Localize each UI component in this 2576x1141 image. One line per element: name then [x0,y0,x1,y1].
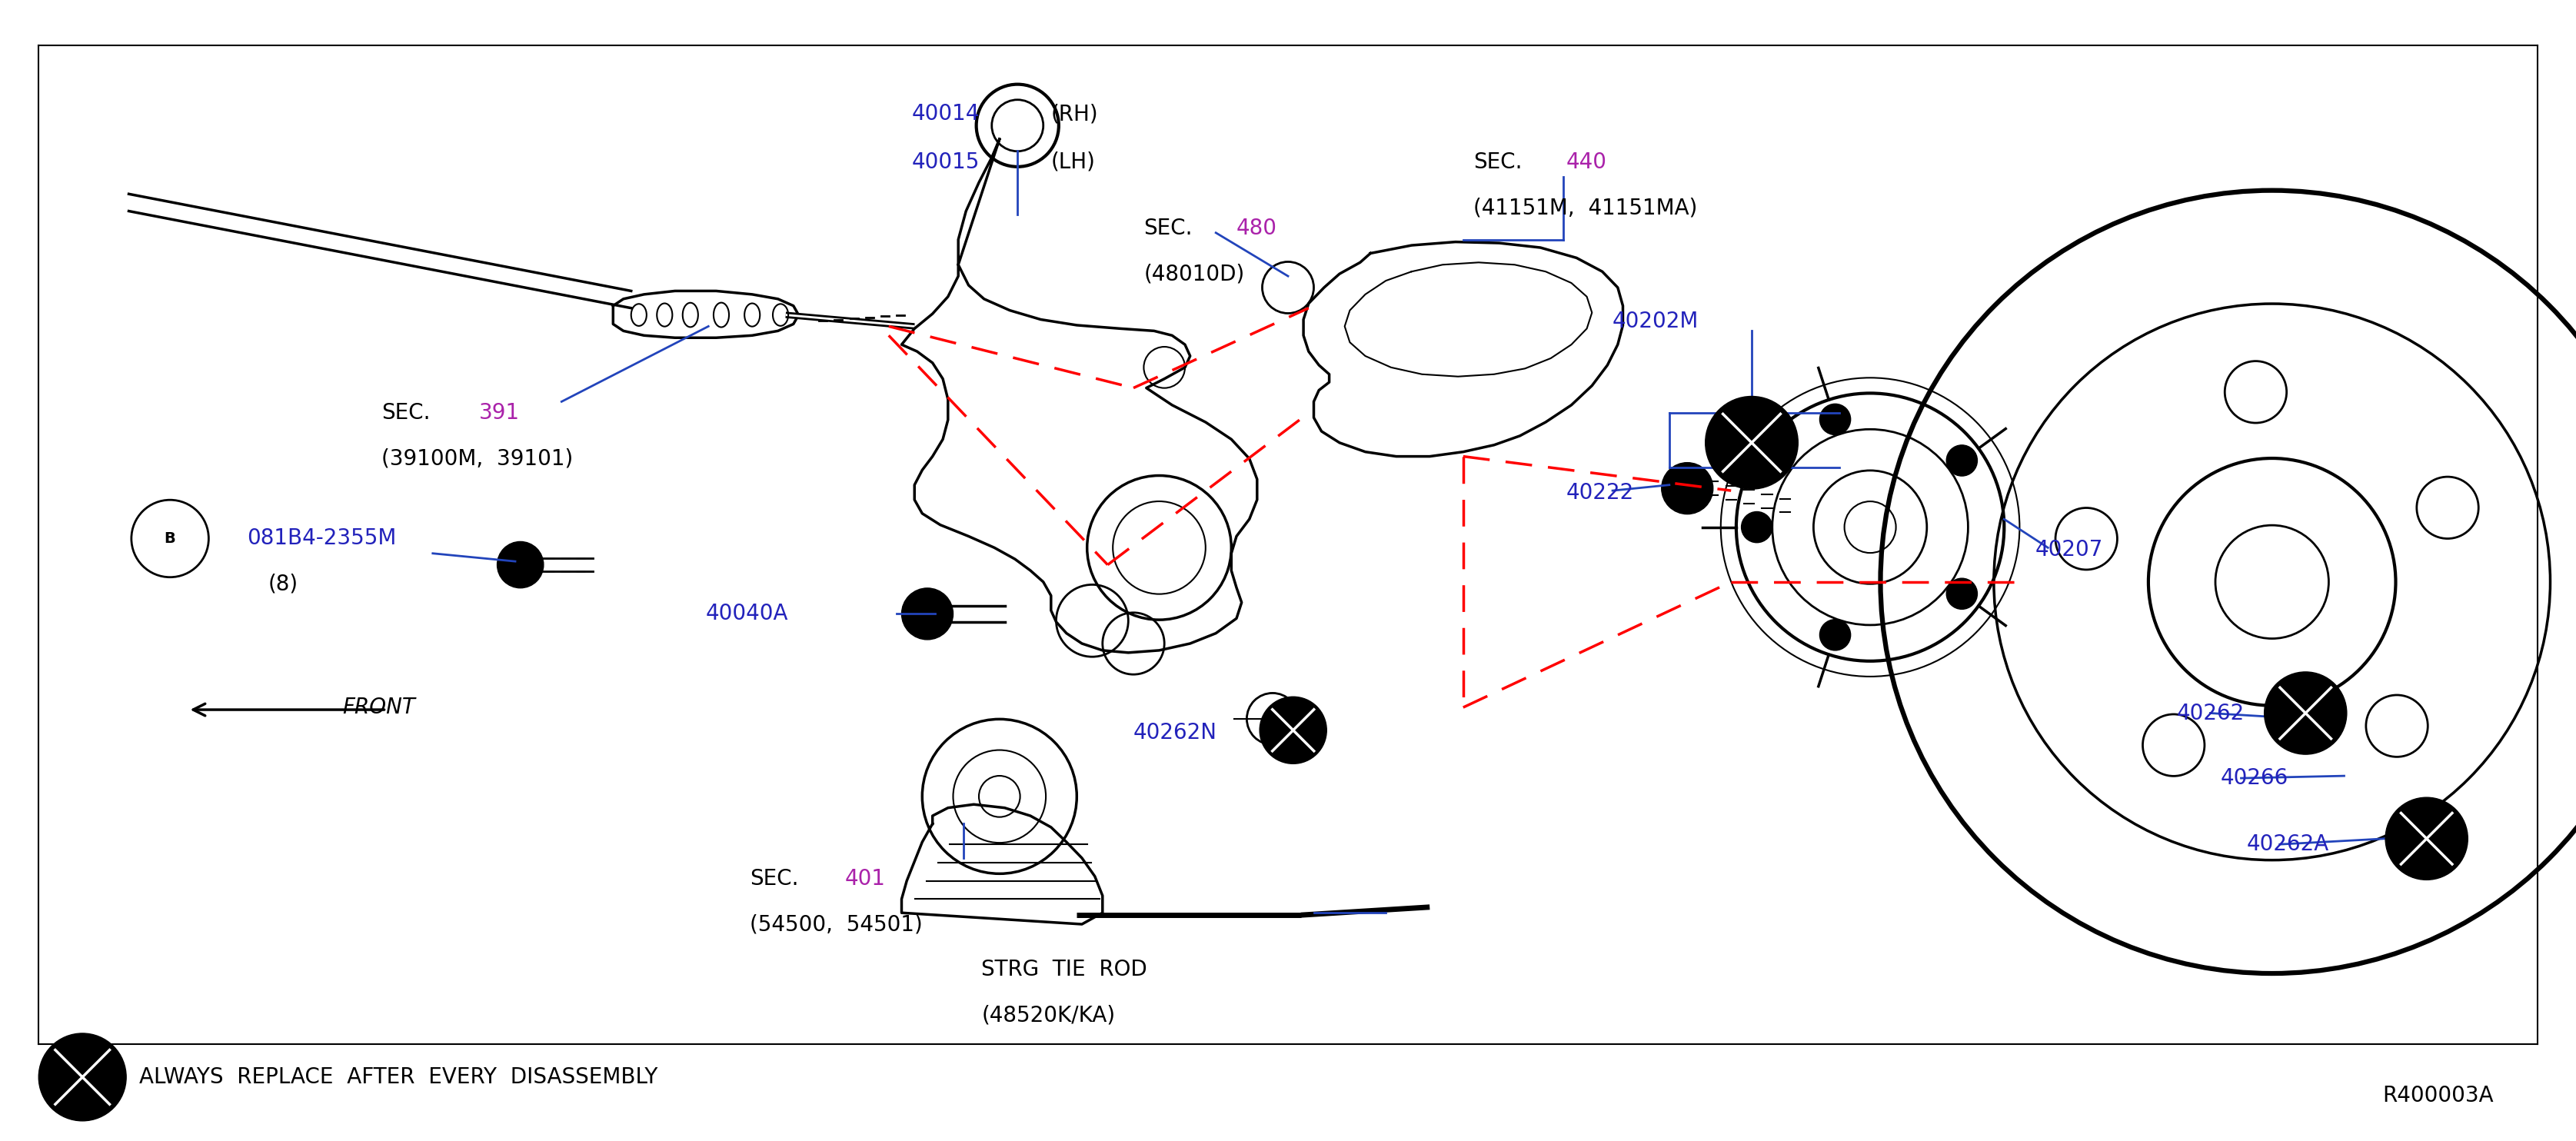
Text: 40262A: 40262A [2246,834,2329,855]
Text: (8): (8) [268,574,299,594]
Text: SEC.: SEC. [1144,218,1193,238]
Ellipse shape [902,588,953,640]
Text: (48010D): (48010D) [1144,264,1244,284]
Text: 40207: 40207 [2035,540,2102,560]
Text: 440: 440 [1566,152,1607,172]
Text: 40040A: 40040A [706,604,788,624]
Text: 40015: 40015 [912,152,979,172]
Ellipse shape [497,542,544,588]
Text: STRG  TIE  ROD: STRG TIE ROD [981,960,1146,980]
Text: SEC.: SEC. [381,403,430,423]
Ellipse shape [1947,445,1978,476]
Text: R400003A: R400003A [2383,1085,2494,1106]
Text: 40202M: 40202M [1613,311,1700,332]
Text: 40262N: 40262N [1133,722,1218,743]
Text: (54500,  54501): (54500, 54501) [750,914,922,934]
Text: 401: 401 [845,868,886,889]
Text: (41151M,  41151MA): (41151M, 41151MA) [1473,197,1698,218]
Text: (39100M,  39101): (39100M, 39101) [381,448,572,469]
Text: (RH): (RH) [1051,104,1097,124]
Text: 40262: 40262 [2177,703,2244,723]
Ellipse shape [1741,511,1772,543]
Text: (48520K/KA): (48520K/KA) [981,1005,1115,1026]
Text: 391: 391 [479,403,520,423]
Text: B: B [165,532,175,545]
Ellipse shape [39,1034,126,1120]
Ellipse shape [1705,396,1798,489]
Text: ALWAYS  REPLACE  AFTER  EVERY  DISASSEMBLY: ALWAYS REPLACE AFTER EVERY DISASSEMBLY [139,1067,657,1087]
Text: 480: 480 [1236,218,1278,238]
Text: FRONT: FRONT [343,697,415,718]
Ellipse shape [2385,798,2468,880]
Ellipse shape [1819,404,1850,435]
Ellipse shape [1260,697,1327,763]
Text: (LH): (LH) [1051,152,1095,172]
Ellipse shape [1947,578,1978,609]
Ellipse shape [2264,672,2347,754]
Ellipse shape [1819,620,1850,650]
Ellipse shape [1662,462,1713,515]
Text: SEC.: SEC. [1473,152,1522,172]
Text: 40222: 40222 [1566,483,1633,503]
Text: 40266: 40266 [2221,768,2287,788]
Text: SEC.: SEC. [750,868,799,889]
Text: 081B4-2355M: 081B4-2355M [247,528,397,549]
Text: 40014: 40014 [912,104,979,124]
